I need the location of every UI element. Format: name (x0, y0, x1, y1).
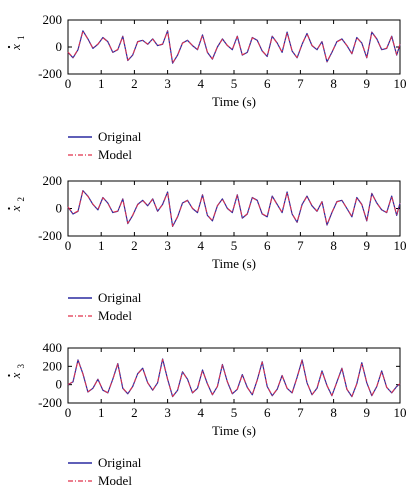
x-tick-label: 9 (364, 76, 371, 91)
y-tick-label: -200 (38, 66, 62, 81)
y-axis-subscript: 3 (16, 364, 26, 369)
y-tick-label: 200 (43, 358, 63, 373)
x-tick-label: 0 (65, 76, 72, 91)
x-tick-label: 3 (164, 238, 171, 253)
y-axis-symbol: x (8, 372, 23, 379)
x-tick-label: 10 (394, 238, 407, 253)
x-tick-label: 5 (231, 405, 238, 420)
x-tick-label: 7 (297, 76, 304, 91)
x-tick-label: 1 (98, 405, 105, 420)
x-tick-label: 10 (394, 76, 407, 91)
y-tick-label: 200 (43, 12, 63, 27)
x-tick-label: 2 (131, 405, 138, 420)
y-tick-label: -200 (38, 228, 62, 243)
legend: Original Model (68, 129, 142, 162)
legend-label-model: Model (98, 308, 132, 323)
x-tick-label: 7 (297, 405, 304, 420)
x-tick-label: 4 (198, 405, 205, 420)
x-tick-label: 3 (164, 405, 171, 420)
legend: Original Model (68, 455, 142, 488)
series-line-model (67, 190, 401, 227)
y-axis-title: x1 (7, 36, 26, 51)
legend: Original Model (68, 290, 142, 323)
x-tick-label: 5 (231, 238, 238, 253)
x-tick-label: 6 (264, 405, 271, 420)
x-tick-label: 10 (394, 405, 407, 420)
x-tick-label: 9 (364, 405, 371, 420)
y-tick-label: 0 (56, 377, 63, 392)
y-axis-symbol: x (8, 44, 23, 51)
y-axis-subscript: 1 (16, 36, 26, 41)
series-line-model (67, 358, 401, 397)
y-axis-symbol: x (8, 205, 23, 212)
y-axis-dot (7, 45, 11, 49)
x-axis-title: Time (s) (212, 256, 256, 271)
legend-label-original: Original (98, 455, 142, 470)
x-tick-label: 8 (330, 405, 337, 420)
y-axis-title: x2 (7, 197, 26, 212)
x-tick-label: 4 (198, 76, 205, 91)
y-tick-label: -200 (38, 395, 62, 410)
y-tick-label: 400 (43, 340, 63, 355)
x-tick-label: 7 (297, 238, 304, 253)
x-tick-label: 6 (264, 76, 271, 91)
y-tick-label: 200 (43, 173, 63, 188)
x-tick-label: 0 (65, 238, 72, 253)
y-axis-subscript: 2 (16, 197, 26, 202)
legend-label-model: Model (98, 147, 132, 162)
series-line-original (67, 190, 401, 227)
plot-frame (67, 19, 401, 75)
y-tick-label: 0 (56, 39, 63, 54)
legend-label-original: Original (98, 129, 142, 144)
y-tick-label: 0 (56, 201, 63, 216)
x-tick-label: 0 (65, 405, 72, 420)
x-tick-label: 5 (231, 76, 238, 91)
x-tick-label: 8 (330, 238, 337, 253)
y-axis-dot (7, 207, 11, 210)
legend-label-original: Original (98, 290, 142, 305)
x-tick-label: 2 (131, 238, 138, 253)
x-axis-title: Time (s) (212, 423, 256, 438)
series-line-original (67, 30, 401, 64)
y-axis-dot (7, 374, 11, 377)
y-axis-title: x3 (7, 364, 26, 379)
x-tick-label: 6 (264, 238, 271, 253)
x-tick-label: 8 (330, 76, 337, 91)
x-tick-label: 4 (198, 238, 205, 253)
legend-label-model: Model (98, 473, 132, 488)
x-tick-label: 2 (131, 76, 138, 91)
x-tick-label: 1 (98, 76, 105, 91)
series-line-model (67, 30, 401, 64)
x-tick-label: 3 (164, 76, 171, 91)
x-tick-label: 9 (364, 238, 371, 253)
x-tick-label: 1 (98, 238, 105, 253)
x-axis-title: Time (s) (212, 94, 256, 109)
